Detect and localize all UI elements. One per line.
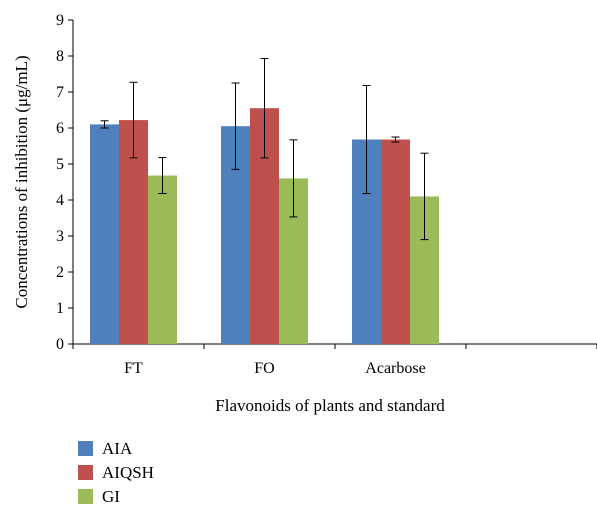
y-tick-label: 4 bbox=[56, 192, 64, 209]
y-tick-label: 5 bbox=[56, 156, 64, 173]
chart-error-bars bbox=[100, 58, 429, 241]
y-tick-label: 1 bbox=[56, 300, 64, 317]
y-tick-label: 0 bbox=[56, 336, 64, 353]
y-axis-title: Concentrations of inhibition (μg/mL) bbox=[12, 55, 31, 308]
legend-swatch bbox=[78, 489, 93, 504]
legend-label: GI bbox=[102, 487, 120, 506]
x-tick-label: Acarbose bbox=[365, 360, 425, 377]
legend-label: AIQSH bbox=[102, 463, 154, 482]
bar bbox=[381, 139, 410, 344]
x-tick-label: FT bbox=[124, 360, 143, 377]
y-tick-label: 7 bbox=[56, 84, 64, 101]
chart-labels: 0 1 2 3 4 5 6 7 8 9 FT FO Acarbose bbox=[56, 12, 426, 377]
y-tick-label: 8 bbox=[56, 48, 64, 65]
bar bbox=[90, 124, 119, 345]
x-axis-title: Flavonoids of plants and standard bbox=[215, 396, 445, 415]
y-tick-label: 3 bbox=[56, 228, 64, 245]
chart-bars bbox=[90, 108, 439, 345]
y-tick-label: 6 bbox=[56, 120, 64, 137]
y-tick-label: 9 bbox=[56, 12, 64, 29]
legend-swatch bbox=[78, 441, 93, 456]
legend-swatch bbox=[78, 465, 93, 480]
chart-legend: AIA AIQSH GI bbox=[78, 439, 154, 506]
y-tick-label: 2 bbox=[56, 264, 64, 281]
legend-label: AIA bbox=[102, 439, 133, 458]
bar bbox=[148, 175, 177, 344]
x-tick-label: FO bbox=[254, 360, 274, 377]
